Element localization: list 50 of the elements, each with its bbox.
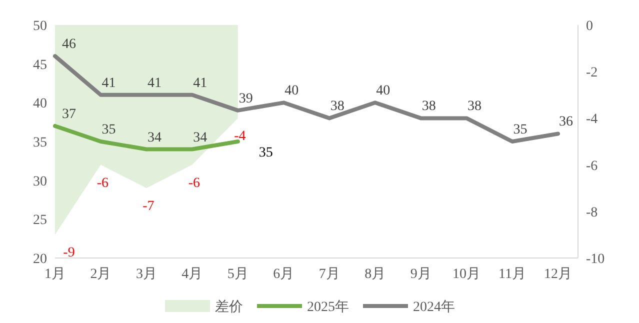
y-tick-label: 20: [33, 252, 47, 267]
data-label: -4: [234, 129, 246, 144]
data-label: 34: [193, 130, 208, 146]
y2-tick-label: -6: [586, 158, 598, 174]
data-label: 34: [147, 130, 162, 146]
x-tick-label: 8月: [364, 267, 386, 282]
legend-label: 差价: [215, 299, 243, 315]
y2-tick-label: -4: [586, 112, 598, 128]
x-tick-label: 5月: [227, 267, 248, 282]
x-tick-label: 6月: [273, 267, 294, 282]
y2-tick-label: -10: [586, 252, 605, 267]
data-label: -7: [142, 199, 154, 214]
x-tick-label: 3月: [136, 267, 157, 282]
y-tick-label: 35: [33, 136, 47, 150]
data-label: 41: [193, 76, 208, 91]
data-label: -6: [188, 176, 200, 191]
y2-tick-label: 0: [586, 19, 593, 34]
y-tick-label: 45: [33, 58, 47, 73]
y2-tick-label: -2: [586, 66, 598, 81]
x-tick-label: 7月: [318, 267, 340, 282]
data-label: 41: [147, 76, 162, 91]
x-tick-label: 11月: [498, 267, 526, 282]
data-label: 40: [376, 84, 390, 99]
data-label: -6: [96, 176, 109, 191]
x-tick-label: 2月: [90, 267, 112, 282]
data-label: 39: [238, 91, 253, 106]
y-tick-label: 25: [33, 213, 47, 228]
data-label: 35: [258, 146, 273, 160]
data-label: 38: [330, 99, 344, 114]
x-tick-label: 1月: [44, 267, 66, 282]
legend-label: 2024年: [413, 299, 455, 315]
x-tick-label: 4月: [182, 267, 203, 282]
data-label: 37: [62, 106, 76, 122]
x-tick-label: 12月: [544, 267, 572, 282]
data-label: 38: [468, 99, 482, 114]
data-label: 40: [284, 84, 299, 99]
data-label: -9: [63, 246, 75, 261]
data-label: 36: [559, 114, 573, 130]
x-tick-label: 10月: [452, 267, 481, 282]
y-tick-label: 50: [33, 19, 47, 34]
data-label: 35: [513, 122, 528, 138]
y-tick-label: 40: [33, 96, 47, 112]
x-tick-label: 9月: [410, 267, 432, 282]
data-label: 35: [102, 122, 116, 138]
data-label: 38: [422, 99, 436, 114]
y-tick-label: 30: [33, 174, 47, 190]
legend-label: 2025年: [307, 299, 349, 315]
data-label: 46: [62, 37, 76, 52]
y2-tick-label: -8: [586, 205, 598, 220]
data-label: 41: [102, 76, 116, 91]
